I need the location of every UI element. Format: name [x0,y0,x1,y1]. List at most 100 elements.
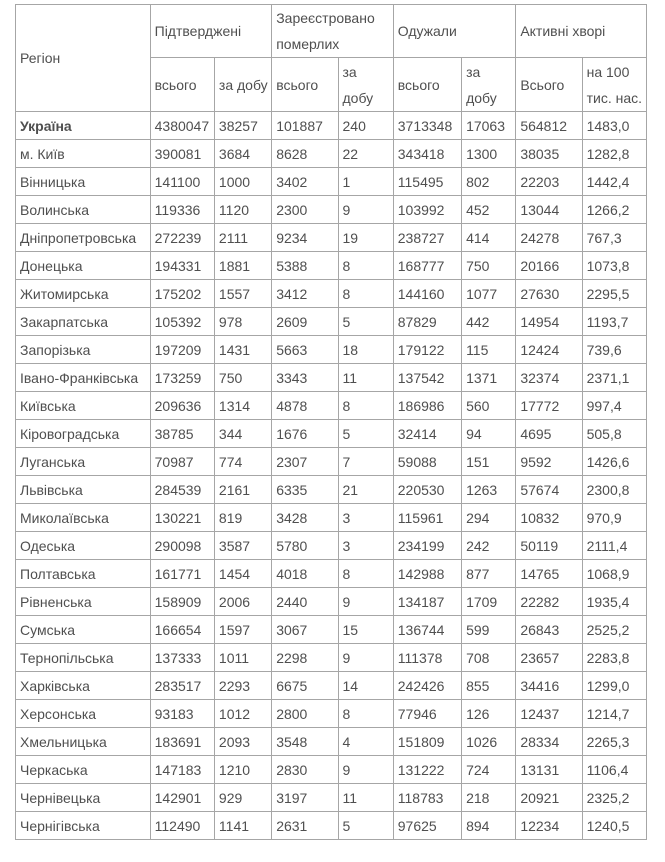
value-cell: 2609 [271,307,339,336]
value-cell: 6675 [271,671,339,700]
value-cell: 32374 [515,363,583,392]
value-cell: 28334 [515,727,583,756]
region-name: Чернівецька [15,783,151,812]
header-group-confirmed: Підтверджені [149,4,273,58]
value-cell: 242 [461,531,517,560]
value-cell: 739,6 [581,335,648,364]
value-cell: 22203 [515,167,583,196]
value-cell: 218 [461,783,517,812]
table-row: Одеська 290098 3587 5780 3 234199 242 50119 2111… [15,531,648,560]
value-cell: 724 [461,755,517,784]
value-cell: 1300 [461,139,517,168]
value-cell: 14 [337,671,394,700]
value-cell: 284539 [149,475,215,504]
value-cell: 2006 [213,587,273,616]
value-cell: 1026 [461,727,517,756]
value-cell: 8628 [271,139,339,168]
value-cell: 5780 [271,531,339,560]
value-cell: 151809 [392,727,463,756]
value-cell: 11 [337,363,394,392]
value-cell: 2295,5 [581,279,648,308]
value-cell: 209636 [149,391,215,420]
value-cell: 70987 [149,447,215,476]
value-cell: 929 [213,783,273,812]
value-cell: 166654 [149,615,215,644]
value-cell: 2265,3 [581,727,648,756]
value-cell: 970,9 [581,503,648,532]
value-cell: 57674 [515,475,583,504]
value-cell: 3 [337,531,394,560]
value-cell: 1299,0 [581,671,648,700]
value-cell: 119336 [149,195,215,224]
region-name: Закарпатська [15,307,151,336]
value-cell: 1077 [461,279,517,308]
value-cell: 22 [337,139,394,168]
header-confirmed-daily: за добу [213,57,273,112]
table-row: Луганська 70987 774 2307 7 59088 151 9592 1426,6 [15,447,648,476]
value-cell: 272239 [149,223,215,252]
value-cell: 4 [337,727,394,756]
value-cell: 173259 [149,363,215,392]
value-cell: 442 [461,307,517,336]
value-cell: 9 [337,587,394,616]
value-cell: 22282 [515,587,583,616]
value-cell: 1 [337,167,394,196]
value-cell: 112490 [149,811,215,840]
value-cell: 2307 [271,447,339,476]
value-cell: 452 [461,195,517,224]
table-row: Івано-Франківська 173259 750 3343 11 137542 13… [15,363,648,392]
value-cell: 1314 [213,391,273,420]
value-cell: 97625 [392,811,463,840]
table-row: Закарпатська 105392 978 2609 5 87829 442 14954 1… [15,307,648,336]
value-cell: 168777 [392,251,463,280]
value-cell: 4018 [271,559,339,588]
value-cell: 14765 [515,559,583,588]
value-cell: 131222 [392,755,463,784]
value-cell: 194331 [149,251,215,280]
table-row: Миколаївська 130221 819 3428 3 115961 294 10832… [15,503,648,532]
table-row: Львівська 284539 2161 6335 21 220530 1263 57674… [15,475,648,504]
value-cell: 13044 [515,195,583,224]
header-group-recovered: Одужали [392,4,517,58]
value-cell: 147183 [149,755,215,784]
value-cell: 2631 [271,811,339,840]
value-cell: 5 [337,307,394,336]
value-cell: 142901 [149,783,215,812]
value-cell: 1068,9 [581,559,648,588]
value-cell: 19 [337,223,394,252]
table-row: Чернігівська 112490 1141 2631 5 97625 894 12234… [15,811,648,840]
header-recovered-total: всього [392,57,463,112]
value-cell: 3713348 [392,111,463,140]
value-cell: 1881 [213,251,273,280]
value-cell: 134187 [392,587,463,616]
value-cell: 234199 [392,531,463,560]
value-cell: 802 [461,167,517,196]
value-cell: 3587 [213,531,273,560]
value-cell: 9234 [271,223,339,252]
value-cell: 115495 [392,167,463,196]
value-cell: 1483,0 [581,111,648,140]
value-cell: 343418 [392,139,463,168]
value-cell: 7 [337,447,394,476]
value-cell: 12437 [515,699,583,728]
value-cell: 8 [337,251,394,280]
value-cell: 5388 [271,251,339,280]
value-cell: 877 [461,559,517,588]
value-cell: 294 [461,503,517,532]
region-name: Україна [15,111,151,140]
value-cell: 142988 [392,559,463,588]
value-cell: 130221 [149,503,215,532]
table-row: Хмельницька 183691 2093 3548 4 151809 1026 2833… [15,727,648,756]
region-name: Хмельницька [15,727,151,756]
value-cell: 6335 [271,475,339,504]
value-cell: 1454 [213,559,273,588]
value-cell: 126 [461,699,517,728]
value-cell: 2371,1 [581,363,648,392]
value-cell: 2111 [213,223,273,252]
value-cell: 9 [337,643,394,672]
value-cell: 505,8 [581,419,648,448]
value-cell: 2293 [213,671,273,700]
value-cell: 12234 [515,811,583,840]
value-cell: 2161 [213,475,273,504]
